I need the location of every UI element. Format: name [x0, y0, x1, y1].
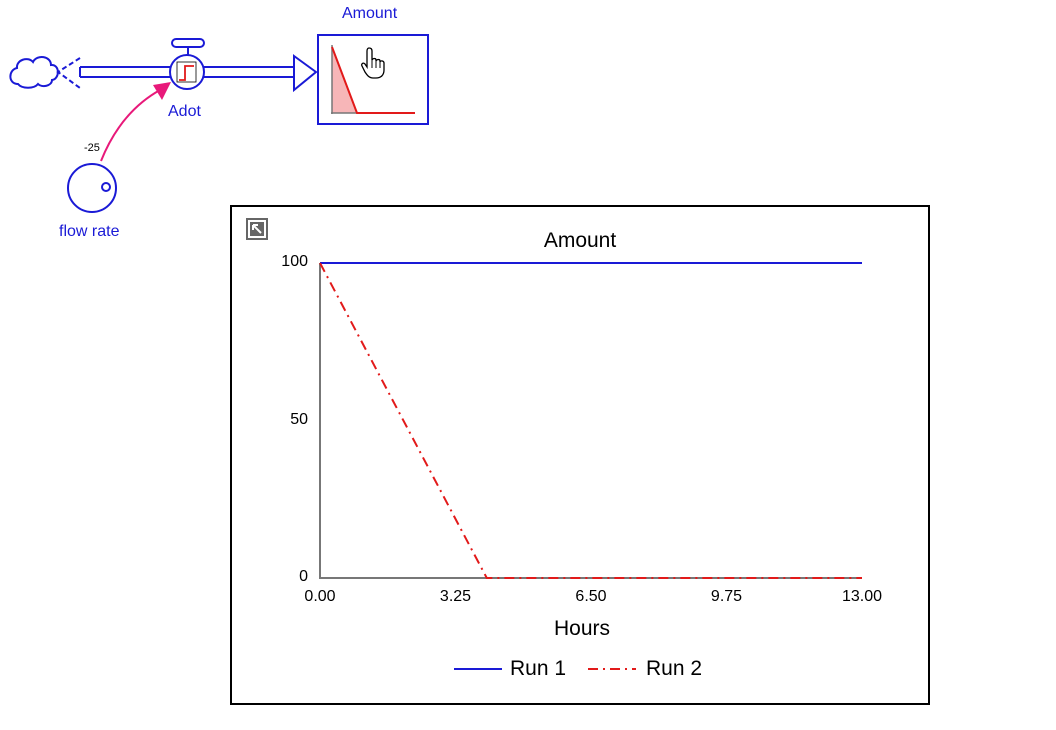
cloud-icon[interactable] — [9, 56, 59, 89]
stock-amount[interactable] — [317, 34, 429, 125]
x-tick-label: 9.75 — [710, 588, 743, 605]
expand-icon[interactable] — [246, 218, 268, 240]
flow-arrow-icon — [293, 54, 318, 93]
series-line-2 — [319, 262, 862, 579]
legend-run2-swatch — [588, 668, 636, 670]
y-tick-label: 50 — [290, 410, 308, 428]
legend-run1-label: Run 1 — [510, 657, 567, 680]
graph-panel[interactable]: Amount 100 50 0 0.00 3.25 6.50 9.75 13.00 Hours… — [230, 205, 930, 705]
stock-label: Amount — [342, 5, 398, 22]
converter-value-label: -25 — [84, 142, 100, 154]
x-tick-label: 6.50 — [575, 588, 607, 605]
y-tick-label: 100 — [281, 253, 308, 270]
flow-outflow-arrow-icon — [56, 57, 81, 89]
chart-plot — [319, 262, 862, 579]
legend-run1-swatch — [454, 668, 502, 670]
model-diagram — [9, 34, 429, 213]
converter-label: flow rate — [59, 223, 120, 240]
converter-flow-rate[interactable] — [67, 163, 117, 213]
connector-link[interactable] — [100, 82, 171, 162]
legend-run2-label: Run 2 — [646, 657, 703, 680]
x-axis-label: Hours — [553, 617, 611, 640]
x-tick-label: 0.00 — [304, 588, 336, 605]
valve-icon[interactable] — [169, 38, 205, 90]
x-tick-label: 3.25 — [439, 588, 472, 605]
y-tick-label: 0 — [299, 568, 308, 585]
chart-title: Amount — [543, 229, 617, 252]
hand-cursor-icon — [361, 47, 385, 79]
x-tick-label: 13.00 — [841, 588, 883, 605]
flow-label: Adot — [168, 103, 201, 120]
